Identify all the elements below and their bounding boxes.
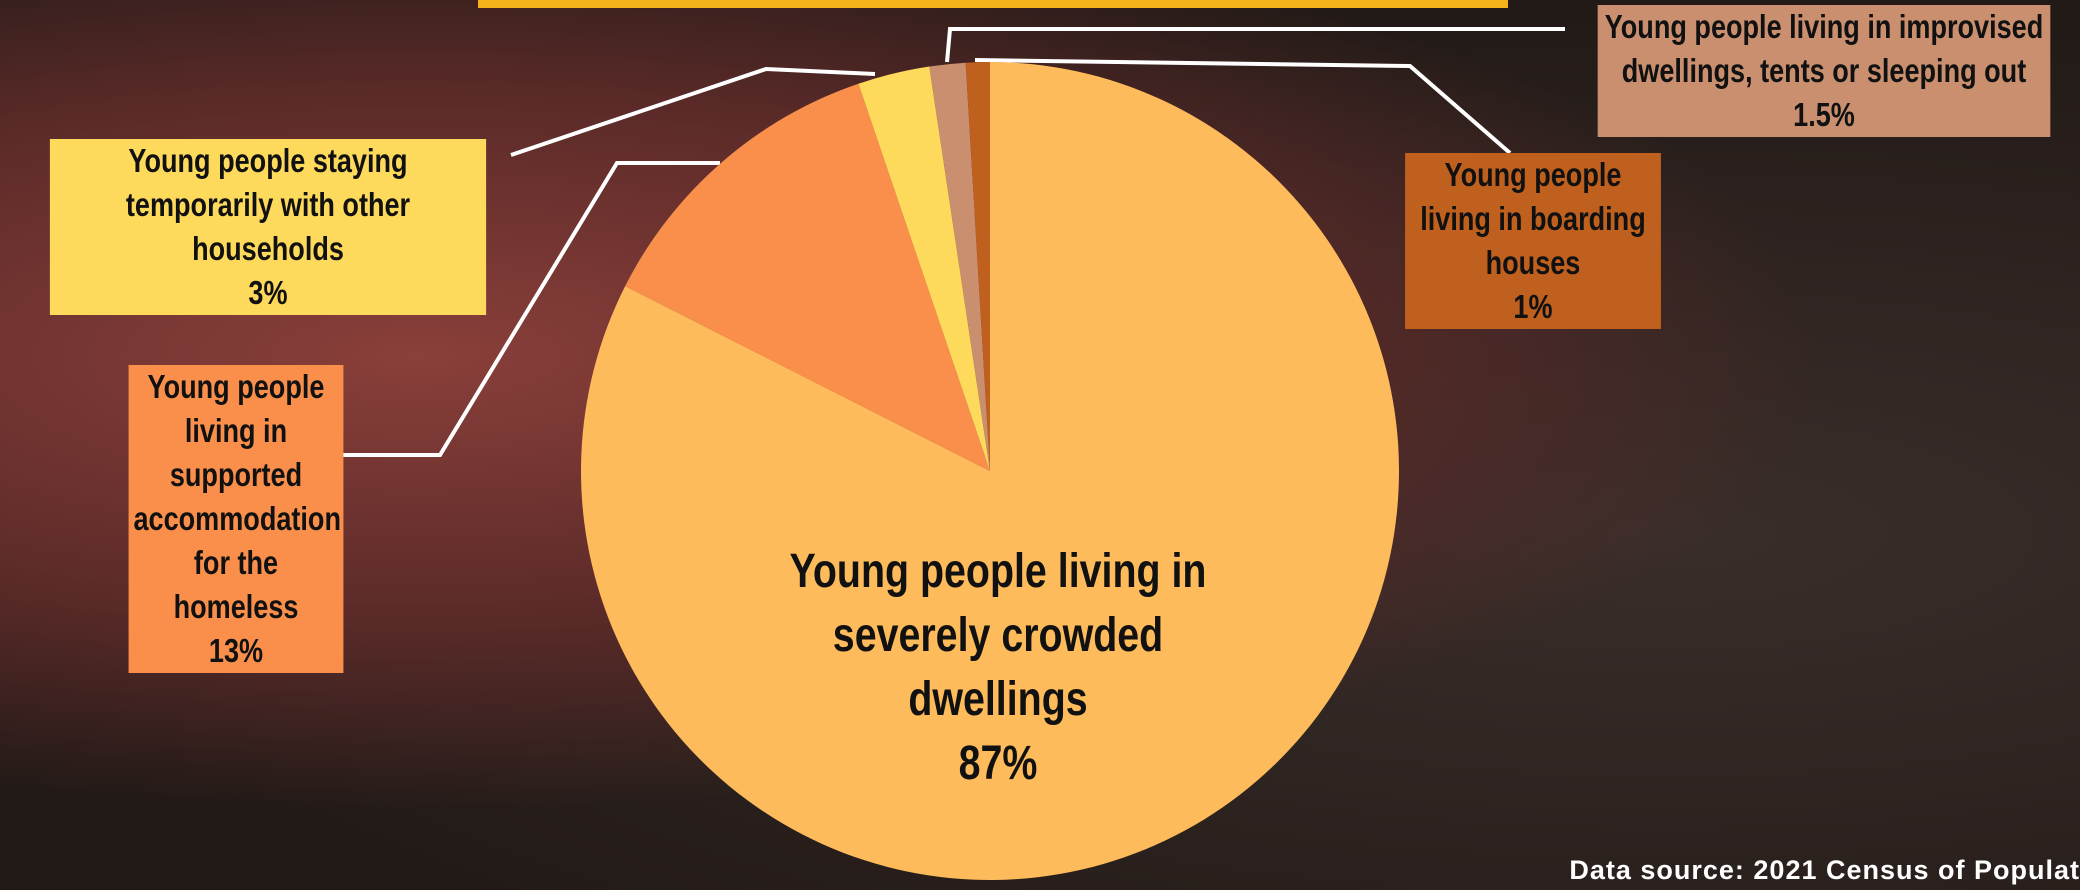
data-source: Data source: 2021 Census of Populat — [1569, 855, 2080, 885]
value-label: 13% — [208, 632, 264, 669]
category-name: Young people living in improvised dwelli… — [1604, 8, 2044, 89]
title-bar — [478, 0, 1508, 8]
slice-label: Young people living in boarding houses 1% — [1405, 153, 1661, 329]
slice-label: Young people living in improvised dwelli… — [1597, 5, 2051, 137]
category-name: Young people staying temporarily with ot… — [125, 142, 411, 267]
category-name: Young people living in severely crowded … — [789, 545, 1207, 726]
value-label: 1.5% — [1793, 96, 1855, 133]
pie-slice — [625, 83, 990, 472]
value-label: 87% — [958, 737, 1038, 790]
slice-label: Young people living in supported accommo… — [128, 365, 344, 673]
category-name: Young people living in supported accommo… — [133, 368, 341, 625]
pie-slice — [965, 62, 990, 471]
leader-line — [974, 58, 1512, 155]
slice-label: Young people living in severely crowded … — [763, 540, 1232, 796]
slice-label: Young people staying temporarily with ot… — [49, 139, 487, 315]
leader-line — [340, 161, 720, 457]
leader-line — [510, 66, 876, 157]
leader-line — [945, 27, 1565, 63]
leader-lines — [340, 27, 1565, 457]
value-label: 1% — [1513, 288, 1553, 325]
pie-slice — [858, 66, 990, 471]
category-name: Young people living in boarding houses — [1420, 156, 1646, 281]
pie-slice — [929, 62, 990, 472]
value-label: 3% — [248, 274, 288, 311]
